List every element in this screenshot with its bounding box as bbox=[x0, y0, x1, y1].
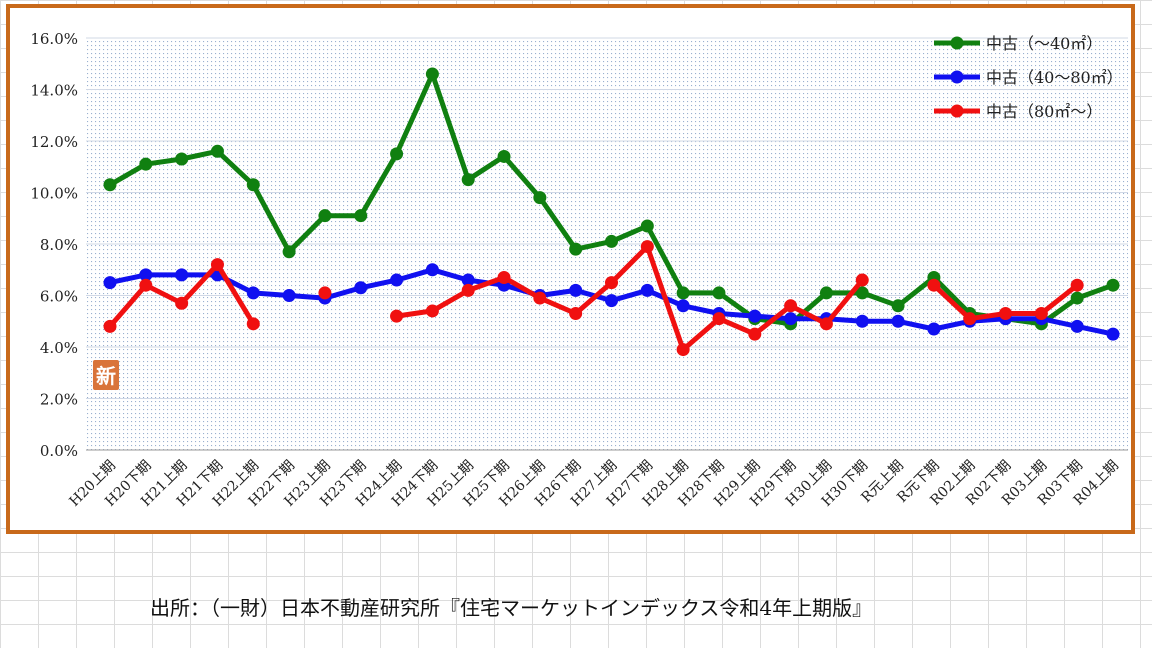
data-point bbox=[1070, 319, 1084, 333]
data-point bbox=[569, 283, 583, 297]
data-point bbox=[425, 304, 439, 318]
legend-label: 中古（～40㎡） bbox=[986, 34, 1102, 53]
data-point bbox=[927, 322, 941, 336]
data-point bbox=[676, 286, 690, 300]
data-point bbox=[175, 296, 189, 310]
data-point bbox=[354, 281, 368, 295]
data-point bbox=[282, 289, 296, 302]
legend-swatch-marker bbox=[950, 70, 964, 84]
data-point bbox=[712, 286, 726, 300]
legend-swatch-marker bbox=[950, 104, 964, 118]
data-point bbox=[103, 276, 117, 290]
data-point bbox=[461, 173, 475, 187]
data-point bbox=[390, 147, 404, 161]
data-point bbox=[891, 314, 905, 328]
data-point bbox=[139, 278, 153, 292]
new-badge-label: 新 bbox=[96, 364, 116, 388]
data-point bbox=[784, 299, 798, 313]
data-point bbox=[605, 294, 618, 308]
y-tick-label: 16.0% bbox=[30, 30, 78, 48]
data-point bbox=[891, 299, 905, 313]
data-point bbox=[497, 149, 511, 163]
data-point bbox=[282, 245, 296, 259]
data-point bbox=[1106, 327, 1120, 341]
data-point bbox=[390, 273, 404, 287]
data-point bbox=[855, 314, 869, 328]
data-point bbox=[139, 268, 153, 282]
data-point bbox=[210, 144, 224, 158]
data-point bbox=[640, 240, 654, 254]
data-point bbox=[640, 283, 654, 297]
data-point bbox=[855, 286, 869, 300]
y-tick-label: 8.0% bbox=[40, 236, 78, 254]
data-point bbox=[855, 273, 869, 287]
data-point bbox=[354, 209, 368, 223]
data-point bbox=[640, 219, 654, 233]
data-point bbox=[605, 276, 618, 290]
data-point bbox=[318, 286, 332, 300]
data-point bbox=[425, 263, 439, 277]
legend: 中古（～40㎡） 中古（40～80㎡） 中古（80㎡～） bbox=[934, 34, 1123, 121]
data-point bbox=[175, 152, 189, 166]
series-layer bbox=[103, 67, 1120, 357]
data-point bbox=[425, 67, 439, 81]
data-point bbox=[246, 317, 260, 331]
data-point bbox=[210, 258, 224, 272]
data-point bbox=[784, 312, 798, 326]
data-point bbox=[569, 242, 583, 256]
data-point bbox=[819, 286, 833, 300]
data-point bbox=[569, 307, 583, 321]
legend-label: 中古（80㎡～） bbox=[986, 102, 1102, 121]
data-point bbox=[103, 178, 117, 192]
y-tick-label: 14.0% bbox=[30, 82, 78, 100]
y-tick-label: 4.0% bbox=[40, 339, 78, 357]
data-point bbox=[1106, 278, 1120, 292]
data-point bbox=[175, 268, 189, 282]
data-point bbox=[605, 234, 618, 248]
data-point bbox=[1070, 291, 1084, 305]
data-point bbox=[963, 312, 977, 326]
source-note: 出所：（一財）日本不動産研究所『住宅マーケットインデックス令和4年上期版』 bbox=[150, 596, 873, 620]
data-point bbox=[712, 312, 726, 326]
data-point bbox=[819, 317, 833, 331]
data-point bbox=[533, 291, 547, 305]
legend-label: 中古（40～80㎡） bbox=[986, 68, 1123, 87]
chart-frame: 0.0% 2.0% 4.0% 6.0% 8.0% 10.0% 12.0% 14.0% 16.0%… bbox=[6, 4, 1135, 534]
new-badge: 新 bbox=[93, 360, 119, 390]
data-point bbox=[497, 270, 511, 284]
data-point bbox=[461, 273, 475, 287]
data-point bbox=[676, 343, 690, 357]
data-point bbox=[246, 178, 260, 192]
data-point bbox=[318, 209, 332, 223]
data-point bbox=[676, 299, 690, 313]
data-point bbox=[999, 307, 1013, 321]
data-point bbox=[1034, 307, 1048, 321]
y-tick-label: 12.0% bbox=[30, 133, 78, 151]
series-3 bbox=[103, 240, 1084, 357]
data-point bbox=[1070, 278, 1084, 292]
y-tick-label: 0.0% bbox=[40, 442, 78, 460]
data-point bbox=[533, 191, 547, 205]
data-point bbox=[103, 319, 117, 333]
data-point bbox=[139, 157, 153, 171]
data-point bbox=[748, 309, 762, 323]
data-point bbox=[748, 327, 762, 341]
line-chart: 0.0% 2.0% 4.0% 6.0% 8.0% 10.0% 12.0% 14.0% 16.0%… bbox=[30, 30, 1128, 510]
y-tick-label: 10.0% bbox=[30, 185, 78, 203]
data-point bbox=[390, 309, 404, 323]
y-tick-label: 6.0% bbox=[40, 288, 78, 306]
legend-swatch-marker bbox=[950, 36, 964, 50]
data-point bbox=[927, 278, 941, 292]
data-point bbox=[461, 283, 475, 297]
data-point bbox=[246, 286, 260, 300]
y-tick-label: 2.0% bbox=[40, 391, 78, 409]
